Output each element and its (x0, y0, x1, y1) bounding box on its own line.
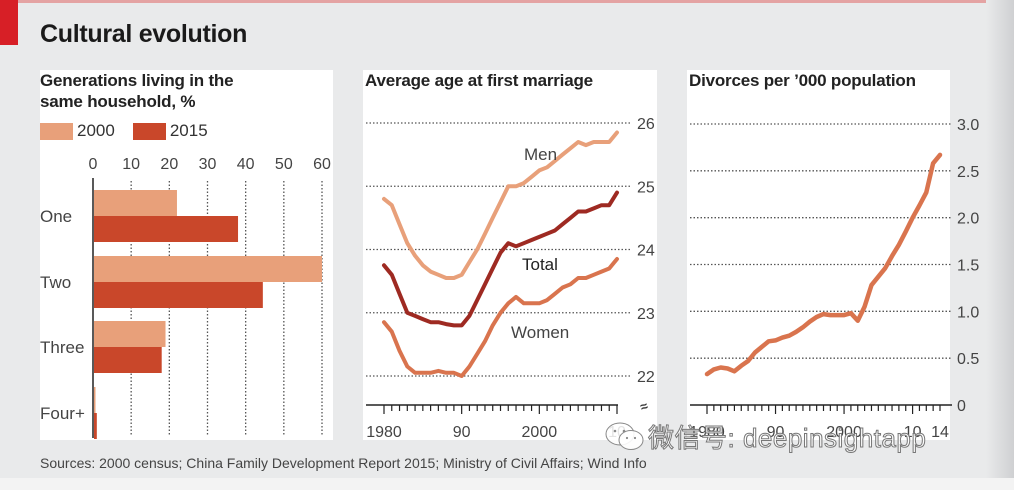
household-title-line-2: same household, % (40, 92, 196, 111)
divorce-chart-title: Divorces per ’000 population (689, 71, 916, 90)
household-legend: 2000 2015 (40, 121, 226, 141)
y-tick-label: 0 (957, 398, 966, 415)
y-tick-label: 3.0 (957, 117, 979, 134)
y-tick-label: 2.5 (957, 164, 979, 181)
figure-title: Cultural evolution (40, 20, 248, 48)
y-tick-label: 1.5 (957, 258, 979, 275)
y-tick-label: 0.5 (957, 351, 979, 368)
household-title-line-1: Generations living in the (40, 71, 234, 90)
legend-label-2015: 2015 (169, 121, 208, 140)
legend-swatch-2000 (40, 122, 73, 140)
legend-swatch-2015 (132, 122, 166, 140)
bottom-band (0, 478, 1014, 490)
wechat-logo-icon (605, 422, 644, 450)
marriage-age-chart-title: Average age at first marriage (365, 71, 593, 90)
y-tick-label: 1.0 (957, 304, 979, 321)
divorce-panel (687, 70, 950, 440)
top-rule (0, 0, 1014, 3)
right-edge-shadow (986, 0, 1014, 490)
economist-red-tab (0, 0, 18, 45)
household-chart-title: Generations living in the same household… (40, 70, 234, 112)
watermark-text: 微信号: deepinsightapp (647, 423, 927, 454)
y-tick-label: 2.0 (957, 211, 979, 228)
source-note: Sources: 2000 census; China Family Devel… (40, 455, 647, 471)
legend-label-2000: 2000 (77, 121, 115, 140)
marriage-age-panel (363, 70, 657, 440)
